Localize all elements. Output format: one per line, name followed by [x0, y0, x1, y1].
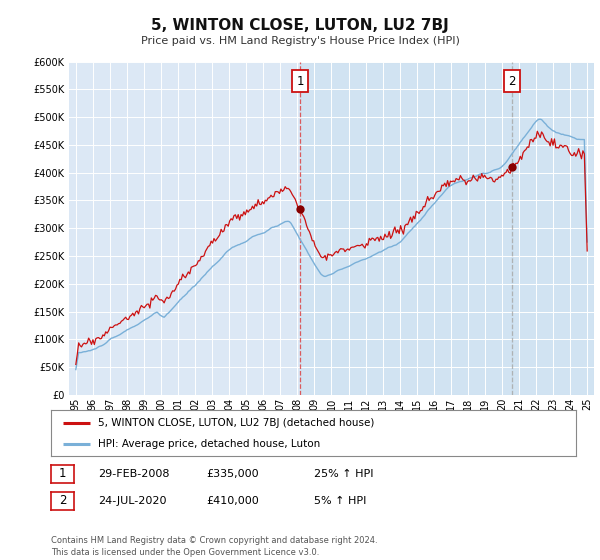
Text: 25% ↑ HPI: 25% ↑ HPI	[314, 469, 373, 479]
Text: 1: 1	[296, 74, 304, 87]
Text: 5, WINTON CLOSE, LUTON, LU2 7BJ (detached house): 5, WINTON CLOSE, LUTON, LU2 7BJ (detache…	[98, 418, 374, 428]
Text: 5% ↑ HPI: 5% ↑ HPI	[314, 496, 366, 506]
Text: £410,000: £410,000	[206, 496, 259, 506]
Text: Price paid vs. HM Land Registry's House Price Index (HPI): Price paid vs. HM Land Registry's House …	[140, 36, 460, 46]
Bar	[300, 62, 512, 395]
Text: £335,000: £335,000	[206, 469, 259, 479]
Text: 1: 1	[59, 467, 66, 480]
Text: 29-FEB-2008: 29-FEB-2008	[98, 469, 169, 479]
Bar	[512, 62, 594, 395]
Text: 24-JUL-2020: 24-JUL-2020	[98, 496, 166, 506]
Text: 2: 2	[59, 494, 66, 507]
Text: 5, WINTON CLOSE, LUTON, LU2 7BJ: 5, WINTON CLOSE, LUTON, LU2 7BJ	[151, 18, 449, 33]
Text: Contains HM Land Registry data © Crown copyright and database right 2024.
This d: Contains HM Land Registry data © Crown c…	[51, 536, 377, 557]
Text: HPI: Average price, detached house, Luton: HPI: Average price, detached house, Luto…	[98, 439, 320, 449]
Text: 2: 2	[508, 74, 515, 87]
